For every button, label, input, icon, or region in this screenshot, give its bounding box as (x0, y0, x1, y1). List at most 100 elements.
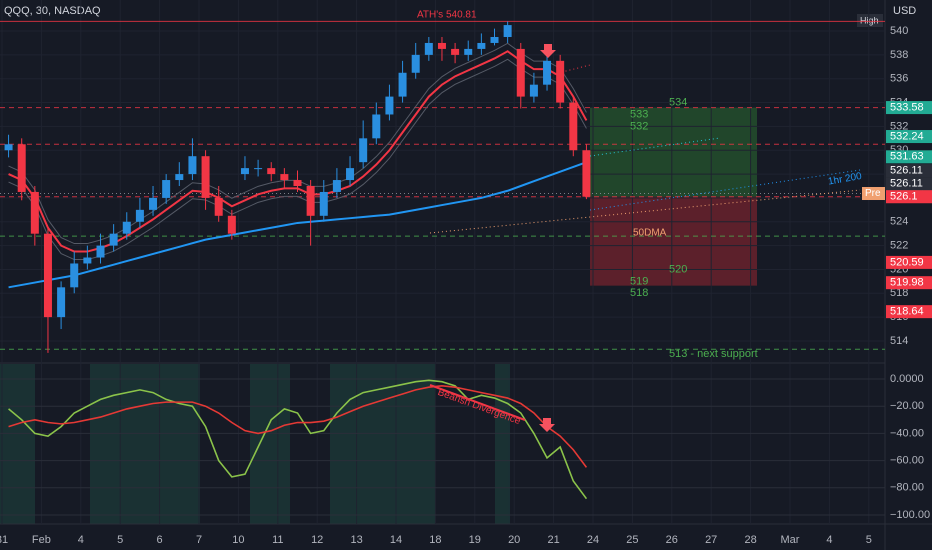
x-tick-label: 6 (157, 534, 163, 546)
price-badge (886, 276, 932, 290)
price-label: 519.98 (890, 277, 924, 289)
price-badge (886, 164, 932, 178)
arrow-down (539, 418, 555, 432)
candle-body (385, 96, 394, 115)
price-badge (886, 101, 932, 115)
x-tick-label: 13 (350, 534, 362, 546)
candle-body (451, 48, 460, 55)
zone (590, 107, 757, 197)
x-tick-label: 14 (390, 534, 402, 546)
candle-body (227, 215, 236, 234)
trend-line (549, 64, 591, 76)
candle-body (240, 168, 249, 175)
overlay-line (8, 161, 587, 289)
candle-body (346, 168, 355, 181)
zone (590, 196, 757, 286)
high-badge (857, 14, 883, 27)
osc-tick-label: −80.00 (890, 482, 924, 494)
candle-body (398, 72, 407, 97)
price-badge (886, 130, 932, 144)
price-label: 526.11 (890, 178, 923, 190)
x-tick-label: 28 (744, 534, 756, 546)
ema-band (8, 58, 587, 261)
y-tick-label: 540 (890, 25, 908, 37)
y-tick-label: 538 (890, 49, 908, 61)
price-badge (886, 255, 932, 269)
candle-body (293, 180, 302, 186)
candle-body (306, 186, 315, 216)
x-tick-label: 11 (272, 534, 283, 546)
trend-1hr200 (589, 169, 861, 211)
candle-body (556, 60, 565, 103)
y-tick-label: 524 (890, 216, 908, 228)
x-tick-label: 20 (508, 534, 520, 546)
price-label: 526.1 (890, 191, 918, 203)
candle-body (280, 174, 289, 181)
y-tick-label: 518 (890, 287, 908, 299)
candle-body (477, 42, 486, 49)
candle-body (503, 25, 512, 37)
target-label: 534 (669, 96, 687, 108)
candle-body (162, 180, 171, 198)
candle-body (543, 60, 552, 85)
candle-body (582, 150, 591, 197)
price-label: 520.59 (890, 256, 924, 268)
x-tick-label: 27 (705, 534, 717, 546)
osc-tick-label: −100.00 (890, 509, 930, 521)
osc-line (8, 379, 588, 500)
target-label: 519 (630, 275, 648, 287)
price-label: 533.58 (890, 101, 924, 113)
candle-body (109, 233, 118, 246)
candle-body (149, 197, 158, 210)
price-label: 531.63 (890, 151, 924, 163)
candle-body (516, 48, 525, 97)
x-tick-label: 5 (117, 534, 123, 546)
candle-body (30, 191, 39, 234)
arrow-down (540, 44, 556, 58)
candle-body (122, 221, 131, 234)
candle-body (332, 180, 341, 192)
x-tick-label: 26 (666, 534, 678, 546)
session-shading (0, 364, 510, 524)
x-tick-label: 10 (232, 534, 244, 546)
support-label: 513 - next support (669, 348, 758, 360)
candle-body (372, 114, 381, 139)
x-tick-label: 4 (826, 534, 832, 546)
x-tick-label: Feb (32, 534, 51, 546)
price-badge (886, 190, 932, 204)
y-tick-label: 514 (890, 335, 908, 347)
chart-title: QQQ, 30, NASDAQ (4, 5, 101, 17)
candle-body (135, 209, 144, 222)
candle-body (43, 233, 52, 318)
pre-badge (862, 187, 885, 201)
price-label: 518.64 (890, 306, 924, 318)
price-label: 532.24 (890, 130, 924, 142)
price-badge (886, 177, 932, 191)
y-tick-label: 522 (890, 240, 908, 252)
candle-body (569, 102, 578, 151)
x-tick-label: Mar (781, 534, 800, 546)
candle-body (267, 168, 276, 175)
pre-label: Pre (865, 188, 881, 199)
candle-body (70, 263, 79, 288)
candle-body (17, 144, 26, 192)
candle-body (490, 37, 499, 43)
ath-label: ATH's 540.81 (417, 10, 477, 21)
target-label: 518 (630, 287, 648, 299)
y-tick-label: 536 (890, 73, 908, 85)
target-label: 520 (669, 263, 687, 275)
candle-body (96, 245, 105, 258)
x-tick-label: 19 (469, 534, 481, 546)
price-badge (886, 150, 932, 164)
divergence-line (429, 384, 526, 421)
candle-body (359, 138, 368, 163)
dma-label: 50DMA (633, 228, 667, 239)
candle-body (175, 174, 184, 181)
candle-body (4, 144, 13, 151)
currency: USD (893, 5, 916, 17)
osc-tick-label: −20.00 (890, 400, 924, 412)
candle-body (83, 257, 92, 264)
candle-body (464, 48, 473, 55)
y-tick-label: 532 (890, 120, 908, 132)
